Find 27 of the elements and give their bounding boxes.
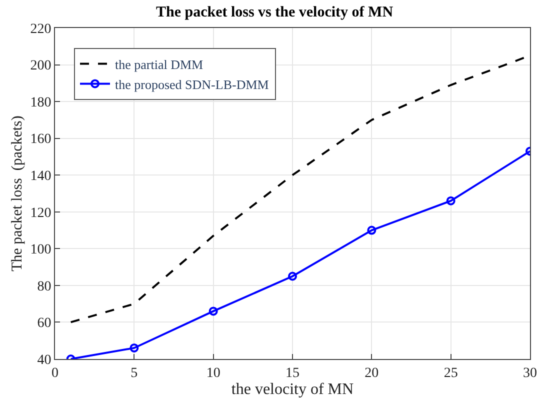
- y-tick-label: 100: [30, 242, 52, 258]
- x-tick-label: 15: [286, 366, 300, 381]
- y-tick-label: 200: [30, 58, 52, 74]
- x-tick-label: 5: [130, 366, 138, 381]
- y-tick-label: 40: [37, 352, 52, 368]
- y-tick-label: 80: [37, 279, 52, 294]
- x-tick-label: 0: [52, 366, 58, 381]
- point: [130, 343, 139, 352]
- y-tick-label: 160: [30, 132, 52, 148]
- y-tick-label: 120: [30, 206, 52, 221]
- point: [367, 226, 376, 235]
- point: [446, 196, 456, 206]
- x-tick-label: 25: [444, 366, 458, 381]
- x-tick-label: 30: [523, 366, 537, 381]
- y-axis-title: The packet loss (packets): [9, 116, 26, 272]
- x-axis-title: the velocity of MN: [231, 380, 354, 398]
- x-tick-label: 20: [364, 366, 379, 381]
- legend-label: the proposed SDN-LB-DMM: [115, 76, 270, 92]
- point: [288, 272, 297, 281]
- y-tick-label: 60: [37, 316, 52, 332]
- x-tick-label: 10: [206, 366, 220, 381]
- y-tick-label: 180: [30, 95, 52, 110]
- chart-title: The packet loss vs the velocity of MN: [156, 4, 394, 21]
- point: [208, 306, 218, 316]
- y-tick-label: 220: [30, 22, 52, 37]
- y-tick-label: 140: [30, 169, 52, 184]
- legend-label: the partial DMM: [115, 56, 204, 72]
